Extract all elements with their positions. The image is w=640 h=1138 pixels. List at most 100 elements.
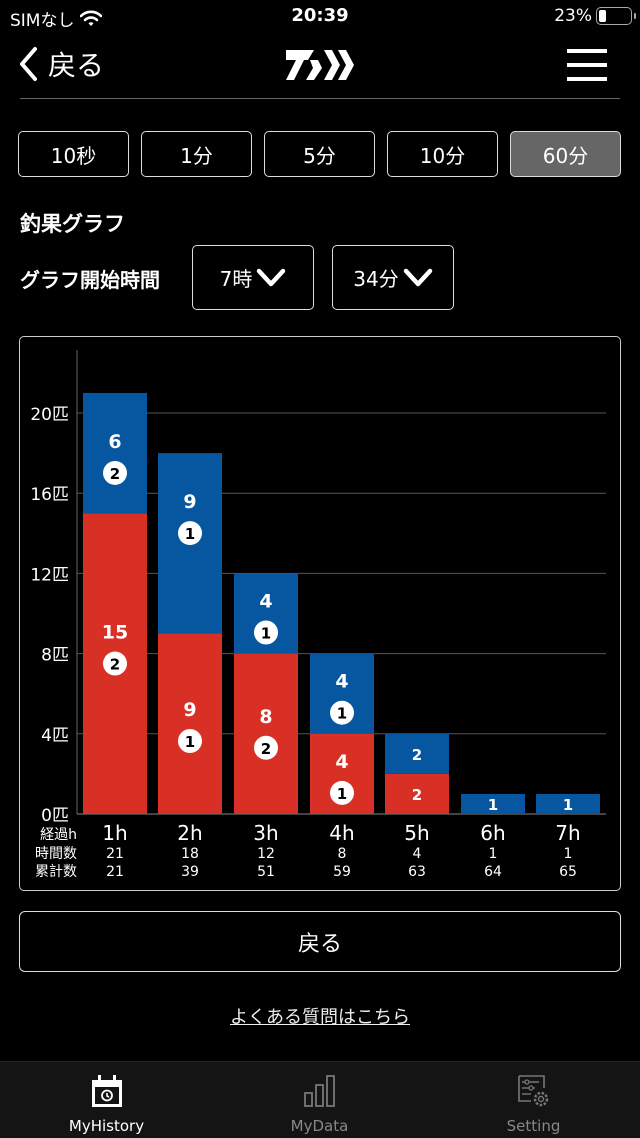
calendar-history-icon [91,1075,122,1107]
bar-badge-label: 2 [110,465,120,483]
x-tick-label: 7h [555,821,580,845]
hourly-count: 1 [489,846,498,862]
nav-bar: 戻る [0,34,640,100]
bar-badge-label: 2 [261,740,271,758]
battery-status: 23% [554,6,636,26]
bar-badge-label: 2 [110,656,120,674]
settings-list-icon [517,1075,548,1107]
cumulative-count: 65 [559,864,577,880]
interval-tab-label: 10秒 [50,143,97,168]
bar-segment-red [158,633,222,814]
bar-segment-red [234,653,298,814]
bar-value-label: 8 [259,706,272,728]
hourly-count: 12 [257,846,275,862]
interval-tab-label: 1分 [180,143,213,168]
nav-back-label: 戻る [48,49,105,82]
x-tick-label: 2h [177,821,202,845]
catch-chart: 0匹 4匹 8匹 12匹 16匹 20匹 15 2 6 2 1h 21 21 9 1 9 1 2h 18 39 8 2 4 1… [19,336,621,891]
tab-label: Setting [506,1117,561,1135]
cumulative-count: 64 [484,864,502,880]
bar-value-label: 4 [335,671,348,693]
faq-section: よくある質問はこちら [0,1003,640,1029]
daiwa-logo [286,50,354,80]
bar-badge [330,700,354,725]
cumulative-count: 39 [181,864,199,880]
bar-value-label: 15 [102,622,128,644]
nav-divider [20,98,620,99]
bar-value-label: 9 [183,491,196,513]
y-tick-label: 0匹 [41,806,69,826]
tab-myhistory[interactable]: MyHistory [0,1062,213,1138]
bar-value-label: 4 [259,591,272,613]
bar-badge [330,780,354,805]
battery-icon [596,7,636,25]
bar-segment-red [385,773,449,814]
clock: 20:39 [291,5,349,26]
section-title: 釣果グラフ [20,212,125,236]
tab-label: MyHistory [68,1117,145,1135]
back-button[interactable]: 戻る [19,911,621,972]
bar-segment-blue [385,733,449,774]
y-tick-label: 4匹 [41,726,69,746]
x-tick-label: 3h [253,821,278,845]
bar-value-label: 4 [335,751,348,773]
bar-badge-label: 1 [337,705,347,723]
bar-badge [254,620,278,645]
interval-tab-10m[interactable]: 10分 [387,131,498,177]
battery-percent: 23% [554,6,592,26]
carrier-label: SIMなし [10,11,75,31]
hamburger-menu-icon[interactable] [567,47,607,83]
back-button-label: 戻る [297,931,342,957]
x-tick-label: 5h [404,821,429,845]
bar-badge-label: 1 [337,785,347,803]
hour-dropdown[interactable]: 7時 [192,245,314,310]
row-label-hourly: 時間数 [35,846,77,862]
bar-segment-blue [461,793,525,814]
wifi-icon [80,10,103,26]
cumulative-count: 51 [257,864,275,880]
x-tick-label: 4h [329,821,354,845]
chevron-down-icon [257,268,286,286]
bar-chart-icon [303,1075,335,1107]
bar-segment-blue [83,392,147,514]
faq-link[interactable]: よくある質問はこちら [230,1007,410,1028]
x-tick-label: 1h [102,821,127,845]
minute-dropdown[interactable]: 34分 [332,245,454,310]
interval-tab-label: 10分 [419,143,466,168]
interval-tab-10s[interactable]: 10秒 [18,131,129,177]
bar-badge-label: 1 [185,733,195,751]
minute-value: 34分 [353,267,399,291]
bar-badge-label: 1 [185,525,195,543]
hourly-count: 21 [106,846,124,862]
interval-tab-label: 60分 [542,143,589,168]
bar-badge [254,735,278,760]
hourly-count: 1 [564,846,573,862]
x-tick-label: 6h [480,821,505,845]
bar-segment-blue [536,793,600,814]
tab-mydata[interactable]: MyData [213,1062,426,1138]
y-tick-label: 8匹 [41,646,69,666]
interval-tab-60m[interactable]: 60分 [510,131,621,177]
bar-badge-label: 1 [261,625,271,643]
bar-value-label: 2 [412,746,422,764]
tab-setting[interactable]: Setting [427,1062,640,1138]
start-time-label: グラフ開始時間 [20,268,160,292]
y-tick-label: 20匹 [30,405,69,425]
chevron-down-icon [403,268,432,286]
interval-tab-5m[interactable]: 5分 [264,131,375,177]
status-bar: SIMなし 20:39 23% [0,0,640,34]
tab-bar: MyHistory MyData Setting [0,1061,640,1138]
nav-back-button[interactable]: 戻る [18,44,104,84]
bar-value-label: 1 [488,796,498,814]
bar-badge [178,521,202,546]
hour-value: 7時 [219,267,253,291]
cumulative-count: 21 [106,864,124,880]
interval-tab-1m[interactable]: 1分 [141,131,252,177]
carrier: SIMなし [10,6,103,31]
row-label-cumulative: 累計数 [35,864,77,880]
hourly-count: 18 [181,846,199,862]
row-label-elapsed: 経過h [40,827,77,843]
bar-value-label: 2 [412,786,422,804]
bar-value-label: 6 [108,431,121,453]
cumulative-count: 63 [408,864,426,880]
